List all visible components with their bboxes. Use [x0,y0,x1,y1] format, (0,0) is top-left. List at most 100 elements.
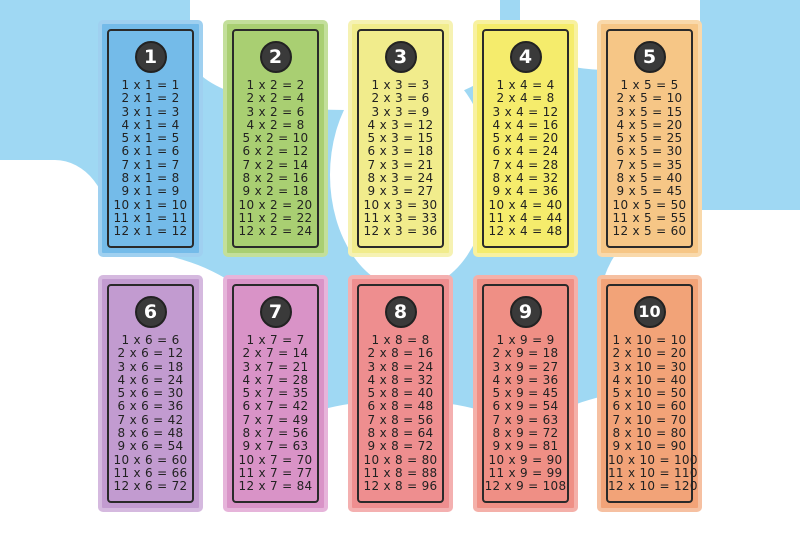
times-table-card-10: 10 1 x 10 = 10 2 x 10 = 20 3 x 10 = 30 4 x 1… [597,275,702,512]
multiplication-fact: 4 x 6 = 24 [117,372,184,387]
multiplication-fact: 3 x 7 = 21 [242,359,309,374]
multiplication-fact: 9 x 7 = 63 [242,439,309,454]
multiplication-fact: 12 x 7 = 84 [238,479,313,494]
multiplication-list: 1 x 10 = 10 2 x 10 = 20 3 x 10 = 30 4 x 10 … [608,333,698,494]
multiplication-fact: 11 x 5 = 55 [612,210,687,225]
multiplication-fact: 6 x 10 = 60 [612,399,687,414]
multiplication-fact: 1 x 4 = 4 [496,78,555,92]
multiplication-fact: 8 x 1 = 8 [121,171,180,186]
multiplication-fact: 12 x 10 = 120 [608,479,698,494]
multiplication-fact: 2 x 4 = 8 [496,91,555,106]
multiplication-fact: 9 x 8 = 72 [367,439,434,454]
multiplication-fact: 6 x 3 = 18 [367,144,434,159]
multiplication-fact: 2 x 7 = 14 [242,346,309,361]
multiplication-fact: 11 x 10 = 110 [608,465,698,480]
multiplication-fact: 4 x 1 = 4 [121,117,180,132]
multiplication-fact: 10 x 3 = 30 [363,197,438,212]
multiplication-fact: 11 x 6 = 66 [113,465,188,480]
multiplication-fact: 9 x 10 = 90 [612,439,687,454]
number-badge: 4 [509,41,542,73]
multiplication-fact: 1 x 2 = 2 [246,78,305,92]
multiplication-fact: 8 x 5 = 40 [616,171,683,186]
multiplication-fact: 12 x 8 = 96 [363,479,438,494]
multiplication-fact: 12 x 9 = 108 [484,479,567,494]
number-badge: 5 [633,41,666,73]
multiplication-fact: 12 x 2 = 24 [238,224,313,239]
multiplication-fact: 1 x 7 = 7 [246,333,305,347]
multiplication-fact: 7 x 6 = 42 [117,412,184,427]
multiplication-fact: 12 x 3 = 36 [363,224,438,239]
number-badge: 8 [384,296,417,328]
multiplication-fact: 5 x 4 = 20 [492,131,559,146]
multiplication-fact: 1 x 1 = 1 [121,78,180,92]
multiplication-fact: 5 x 6 = 30 [117,386,184,401]
multiplication-fact: 11 x 4 = 44 [488,210,563,225]
multiplication-fact: 3 x 5 = 15 [616,104,683,119]
multiplication-fact: 5 x 7 = 35 [242,386,309,401]
number-badge: 2 [259,41,292,73]
multiplication-fact: 8 x 4 = 32 [492,171,559,186]
multiplication-fact: 1 x 6 = 6 [121,333,180,347]
multiplication-fact: 10 x 2 = 20 [238,197,313,212]
multiplication-fact: 10 x 1 = 10 [113,197,188,212]
multiplication-fact: 10 x 6 = 60 [113,452,188,467]
multiplication-fact: 6 x 7 = 42 [242,399,309,414]
multiplication-fact: 6 x 8 = 48 [367,399,434,414]
multiplication-fact: 6 x 9 = 54 [492,399,559,414]
card-frame: 10 1 x 10 = 10 2 x 10 = 20 3 x 10 = 30 4 x 1… [606,284,698,503]
multiplication-fact: 3 x 9 = 27 [492,359,559,374]
multiplication-fact: 4 x 2 = 8 [246,117,305,132]
multiplication-fact: 2 x 9 = 18 [492,346,559,361]
multiplication-fact: 8 x 7 = 56 [242,426,309,441]
number-badge: 1 [134,41,167,73]
multiplication-fact: 11 x 8 = 88 [363,465,438,480]
multiplication-fact: 10 x 9 = 90 [488,452,563,467]
multiplication-fact: 1 x 8 = 8 [371,333,430,347]
multiplication-fact: 3 x 3 = 9 [371,104,430,119]
multiplication-fact: 1 x 9 = 9 [496,333,555,347]
number-badge: 10 [633,296,666,328]
multiplication-fact: 3 x 4 = 12 [492,104,559,119]
multiplication-fact: 2 x 2 = 4 [246,91,305,106]
multiplication-fact: 7 x 8 = 56 [367,412,434,427]
multiplication-fact: 4 x 7 = 28 [242,372,309,387]
multiplication-fact: 8 x 2 = 16 [242,171,309,186]
multiplication-fact: 5 x 10 = 50 [612,386,687,401]
multiplication-fact: 9 x 9 = 81 [492,439,559,454]
multiplication-fact: 10 x 5 = 50 [612,197,687,212]
multiplication-fact: 11 x 9 = 99 [488,465,563,480]
multiplication-fact: 3 x 6 = 18 [117,359,184,374]
multiplication-fact: 7 x 10 = 70 [612,412,687,427]
multiplication-fact: 1 x 3 = 3 [371,78,430,92]
multiplication-fact: 4 x 9 = 36 [492,372,559,387]
multiplication-fact: 11 x 1 = 11 [113,210,188,225]
multiplication-fact: 11 x 7 = 77 [238,465,313,480]
multiplication-fact: 12 x 4 = 48 [488,224,563,239]
multiplication-fact: 8 x 9 = 72 [492,426,559,441]
number-badge: 7 [259,296,292,328]
multiplication-fact: 5 x 1 = 5 [121,131,180,146]
multiplication-fact: 4 x 3 = 12 [367,117,434,132]
multiplication-fact: 4 x 10 = 40 [612,372,687,387]
multiplication-fact: 3 x 10 = 30 [612,359,687,374]
multiplication-fact: 5 x 5 = 25 [616,131,683,146]
number-badge: 6 [134,296,167,328]
multiplication-fact: 12 x 5 = 60 [612,224,687,239]
multiplication-fact: 8 x 6 = 48 [117,426,184,441]
multiplication-fact: 6 x 2 = 12 [242,144,309,159]
